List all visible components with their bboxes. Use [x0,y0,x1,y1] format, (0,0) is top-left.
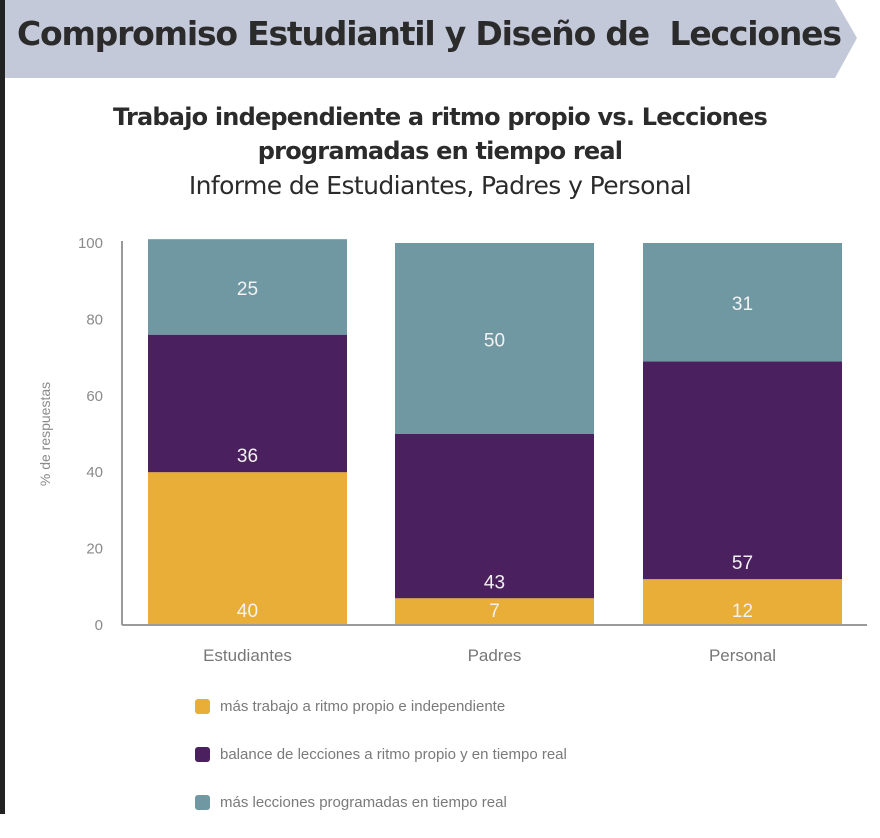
bar-segment [643,243,842,362]
x-tick-label: Estudiantes [203,646,292,665]
legend-item: más lecciones programadas en tiempo real [195,790,567,814]
legend-item: balance de lecciones a ritmo propio y en… [195,742,567,766]
window-edge [0,0,5,814]
legend-label: balance de lecciones a ritmo propio y en… [220,745,567,763]
section-banner: Compromiso Estudiantil y Diseño de Lecci… [5,0,858,78]
chart-title-line2: programadas en tiempo real [257,137,623,165]
data-label: 12 [732,601,753,622]
y-tick-label: 0 [95,617,103,634]
section-title: Compromiso Estudiantil y Diseño de Lecci… [17,14,842,53]
bar-segment [395,598,594,625]
legend-item: más trabajo a ritmo propio e independien… [195,694,567,718]
bar-segment [643,579,842,625]
legend-label: más trabajo a ritmo propio e independien… [220,697,506,715]
legend-swatch [195,698,210,714]
bar-segment [148,239,347,335]
x-tick-label: Padres [468,646,522,665]
legend-swatch [195,794,210,810]
chart-legend: más trabajo a ritmo propio e independien… [195,694,567,838]
y-tick-label: 60 [86,388,103,405]
bar-segment [395,434,594,599]
chart-title-block: Trabajo independiente a ritmo propio vs.… [0,100,880,204]
y-axis-label: % de respuestas [37,382,53,486]
data-label: 50 [484,331,505,352]
y-tick-label: 80 [86,311,103,328]
data-label: 36 [237,446,258,467]
legend-swatch [195,746,210,762]
bar-segment [148,334,347,473]
bar-segment [643,361,842,580]
data-label: 40 [237,601,258,622]
y-tick-label: 20 [86,541,103,558]
data-label: 31 [732,294,753,315]
banner-arrow-shape [5,0,857,78]
chart-subtitle: Informe de Estudiantes, Padres y Persona… [188,171,692,200]
stacked-bar-chart: 40 36 25 Estudiantes 7 43 50 Padres 12 57 31 Person… [37,235,867,665]
y-tick-label: 40 [86,464,103,481]
data-label: 57 [732,553,753,574]
data-label: 25 [237,279,258,300]
bar-segment [395,243,594,434]
bar-segment [148,472,347,625]
x-tick-label: Personal [709,646,776,665]
data-label: 43 [484,572,505,593]
data-label: 7 [489,601,500,622]
legend-label: más lecciones programadas en tiempo real [220,793,507,811]
chart-title: Trabajo independiente a ritmo propio vs.… [113,103,768,131]
y-tick-label: 100 [78,235,103,252]
